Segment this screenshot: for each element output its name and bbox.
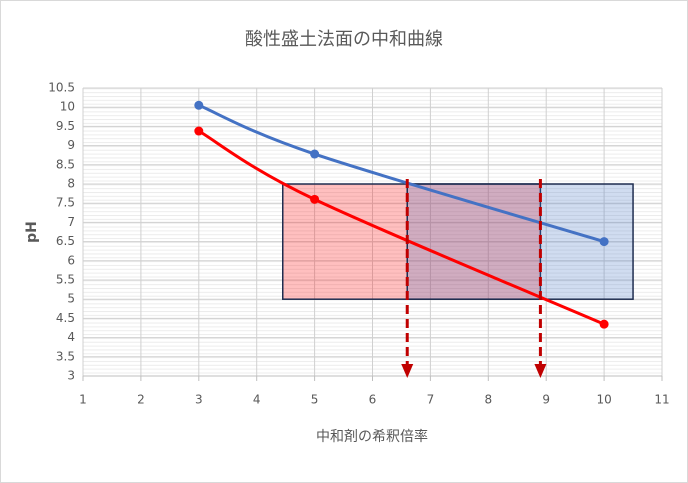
arrow-head xyxy=(534,364,547,378)
x-tick-label: 4 xyxy=(253,393,261,407)
y-tick-label: 5.5 xyxy=(56,273,75,287)
point xyxy=(194,126,204,136)
y-tick-label: 8.5 xyxy=(56,157,75,171)
point xyxy=(599,319,609,329)
y-tick-label: 10 xyxy=(60,100,75,114)
x-tick-label: 2 xyxy=(137,393,145,407)
y-tick-label: 9 xyxy=(67,138,75,152)
y-tick-label: 5 xyxy=(67,292,75,306)
y-tick-label: 9.5 xyxy=(56,119,75,133)
point xyxy=(310,149,320,159)
y-tick-label: 3 xyxy=(67,369,75,383)
x-tick-label: 5 xyxy=(311,393,319,407)
y-tick-label: 7.5 xyxy=(56,196,75,210)
x-tick-label: 11 xyxy=(654,393,669,407)
chart-title: 酸性盛土法面の中和曲線 xyxy=(245,29,443,50)
y-axis-label: pH xyxy=(24,221,40,243)
x-tick-label: 10 xyxy=(596,393,611,407)
y-tick-label: 8 xyxy=(67,177,75,191)
y-tick-label: 6 xyxy=(67,253,75,267)
y-tick-label: 6.5 xyxy=(56,234,75,248)
region xyxy=(406,183,634,300)
x-tick-label: 9 xyxy=(542,393,550,407)
y-tick-label: 4.5 xyxy=(56,311,75,325)
x-tick-label: 6 xyxy=(369,393,377,407)
point xyxy=(310,194,320,204)
y-tick-label: 7 xyxy=(67,215,75,229)
y-tick-label: 3.5 xyxy=(56,349,75,363)
y-tick-label: 10.5 xyxy=(48,81,75,95)
x-tick-label: 1 xyxy=(79,393,87,407)
x-tick-label: 7 xyxy=(427,393,435,407)
point xyxy=(194,100,204,110)
x-axis-label: 中和剤の希釈倍率 xyxy=(316,428,428,445)
series-line xyxy=(198,103,605,244)
series-line xyxy=(198,129,605,326)
arrow-head xyxy=(401,364,414,378)
point xyxy=(599,237,609,247)
x-tick-label: 3 xyxy=(195,393,203,407)
x-tick-label: 8 xyxy=(484,393,492,407)
y-tick-label: 4 xyxy=(67,330,75,344)
